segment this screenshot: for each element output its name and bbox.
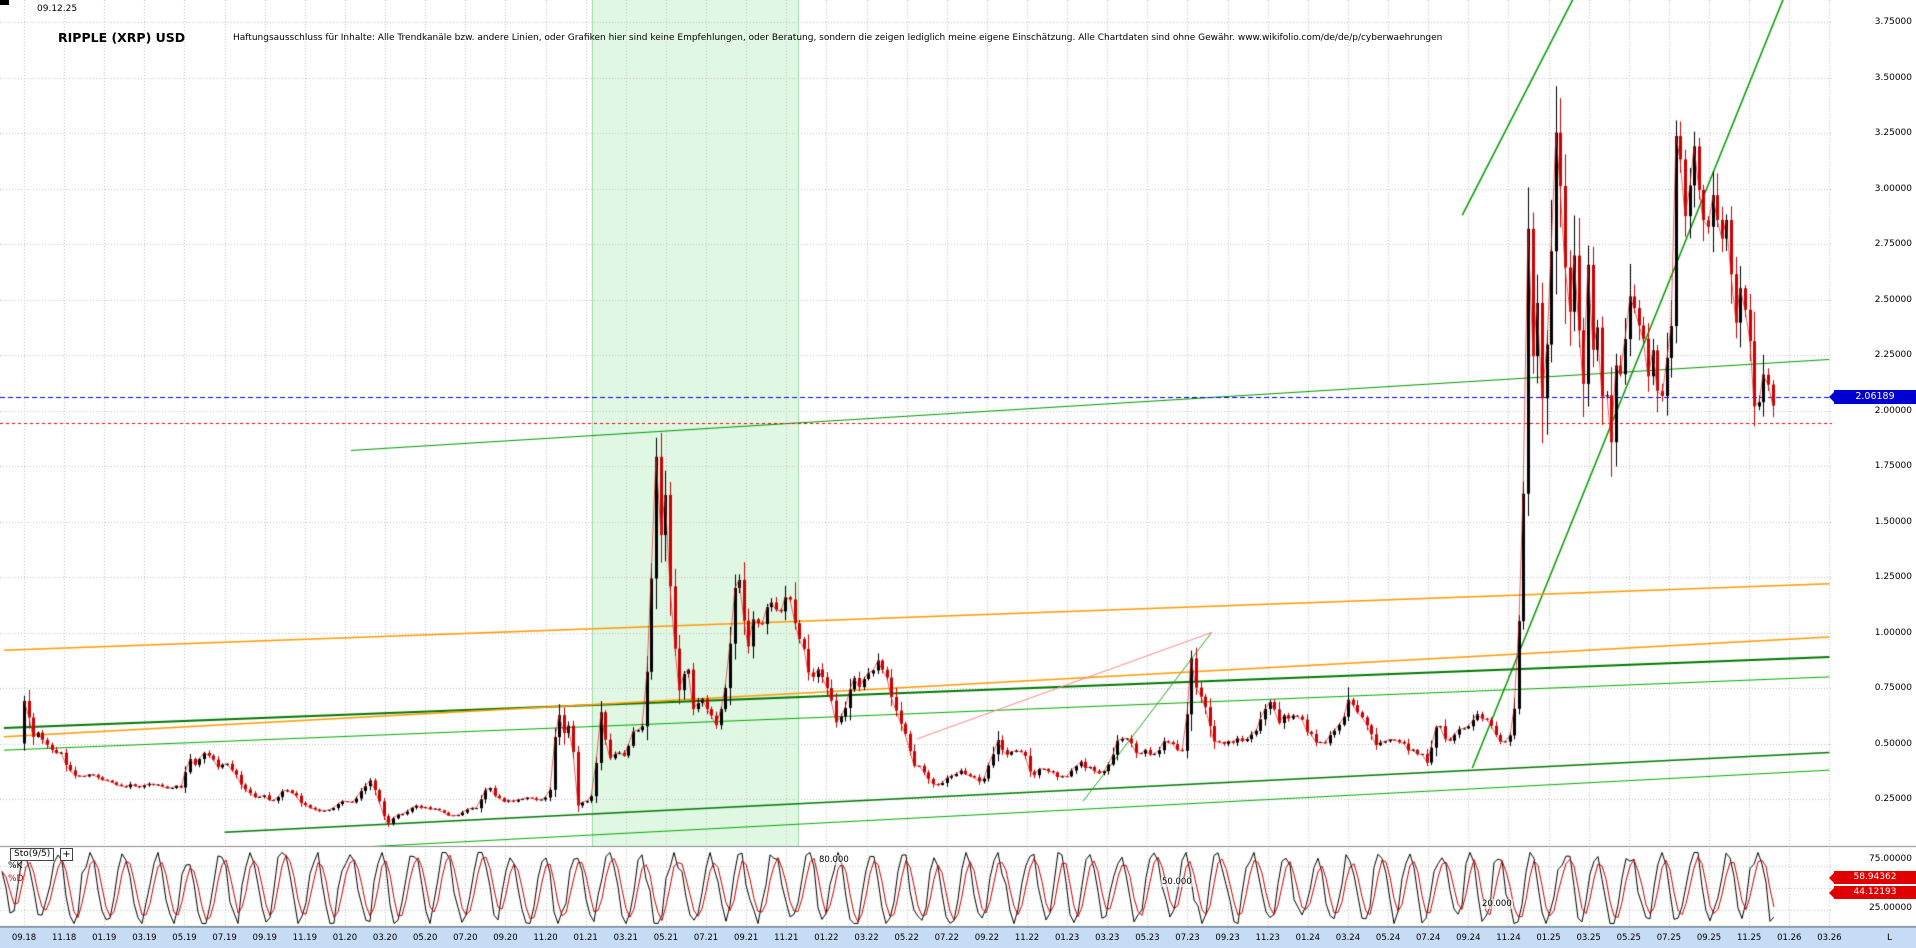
bottom-right-label: L xyxy=(1886,933,1892,943)
price-axis[interactable]: 3.75000 3.50000 3.25000 3.00000 2.75000 2.500… xyxy=(1832,0,1916,927)
indicator-label[interactable]: Sto(9/5) xyxy=(10,848,55,861)
price-axis-label: 3.75000 xyxy=(1874,17,1912,27)
price-axis-label: 3.25000 xyxy=(1874,128,1912,138)
price-axis-label: 2.00000 xyxy=(1874,405,1912,416)
time-axis-label: 09.23 xyxy=(1215,933,1240,943)
time-axis-label: 03.25 xyxy=(1576,933,1601,943)
time-axis-label: 01.20 xyxy=(332,933,358,943)
time-axis-label: 07.20 xyxy=(453,933,478,943)
time-axis-label: 03.23 xyxy=(1095,933,1120,943)
time-axis-label: 11.24 xyxy=(1496,933,1521,943)
time-axis-label: 07.22 xyxy=(934,933,959,943)
time-axis-label: 07.23 xyxy=(1175,933,1200,943)
price-axis-label: 1.25000 xyxy=(1874,572,1912,582)
time-axis-label: 01.23 xyxy=(1054,933,1080,943)
price-axis-label: 1.00000 xyxy=(1874,627,1912,638)
time-axis-label: 03.26 xyxy=(1817,933,1842,943)
stochastic-d-value-badge: 44.12193 xyxy=(1829,886,1916,899)
stochastic-axis-label-25: 25.00000 xyxy=(1869,903,1912,913)
price-axis-label: 2.25000 xyxy=(1874,350,1912,360)
time-axis-label: 05.23 xyxy=(1135,933,1160,943)
time-axis-label: 11.23 xyxy=(1255,933,1280,943)
price-axis-label: 2.50000 xyxy=(1874,294,1912,305)
time-axis-label: 05.22 xyxy=(894,933,919,943)
price-axis-label: 1.50000 xyxy=(1874,516,1912,527)
time-axis-label: 01.24 xyxy=(1295,933,1320,943)
time-axis-label: 01.22 xyxy=(814,933,839,943)
time-axis-label: 03.19 xyxy=(132,933,157,943)
stochastic-level-label: 50.000 xyxy=(1161,877,1193,887)
price-axis-label: 1.75000 xyxy=(1874,461,1912,471)
time-axis-label: 11.19 xyxy=(292,933,317,943)
time-axis-label: 09.18 xyxy=(11,933,37,943)
chart-title: RIPPLE (XRP) USD xyxy=(58,30,186,45)
time-axis-label: 01.25 xyxy=(1536,933,1561,943)
time-axis-label: 03.24 xyxy=(1335,933,1361,943)
time-axis-label: 01.19 xyxy=(92,933,117,943)
time-axis-label: 11.22 xyxy=(1014,933,1040,943)
time-axis-label: 07.25 xyxy=(1656,933,1682,943)
time-axis-label: 09.22 xyxy=(974,933,1000,943)
time-axis-label: 07.19 xyxy=(212,933,237,943)
time-axis-label: 01.26 xyxy=(1777,933,1802,943)
time-axis-label: 07.21 xyxy=(693,933,719,943)
time-axis-label: 09.21 xyxy=(733,933,759,943)
stochastic-d-label: %D xyxy=(8,874,24,884)
price-axis-label: 3.00000 xyxy=(1874,183,1912,194)
time-axis-label: 11.25 xyxy=(1736,933,1762,943)
stochastic-level-label: 80.000 xyxy=(818,854,850,865)
stochastic-k-label: %K xyxy=(8,861,23,871)
chart-date: 09.12.25 xyxy=(37,4,78,14)
time-axis-label: 11.18 xyxy=(51,933,77,943)
time-axis-label: 05.25 xyxy=(1616,933,1641,943)
time-axis-label: 09.24 xyxy=(1456,933,1481,943)
time-axis-label: 03.20 xyxy=(372,933,398,943)
time-axis-label: 07.24 xyxy=(1416,933,1441,943)
time-axis-label: 01.21 xyxy=(573,933,598,943)
indicator-add-button[interactable]: + xyxy=(60,848,73,861)
stochastic-axis-label-75: 75.00000 xyxy=(1869,854,1912,864)
time-axis-label: 03.21 xyxy=(613,933,638,943)
corner-mark xyxy=(0,0,9,5)
disclaimer-text: Haftungsausschluss für Inhalte: Alle Tre… xyxy=(233,33,1443,43)
time-axis-label: 03.22 xyxy=(854,933,879,943)
price-axis-label: 3.50000 xyxy=(1874,72,1912,83)
time-axis-label: 05.20 xyxy=(413,933,438,943)
price-axis-label: 0.75000 xyxy=(1874,683,1912,693)
time-axis-label: 05.24 xyxy=(1375,933,1401,943)
price-axis-label: 0.50000 xyxy=(1874,738,1912,749)
price-axis-label: 2.75000 xyxy=(1874,239,1912,249)
time-axis[interactable]: L 09.18 11.18 01.19 03.19 05.19 07.19 09.19 11.… xyxy=(0,927,1916,948)
stochastic-level-label: 20.000 xyxy=(1481,899,1513,910)
time-axis-label: 11.20 xyxy=(533,933,558,943)
time-axis-label: 05.21 xyxy=(653,933,679,943)
time-axis-label: 09.25 xyxy=(1696,933,1722,943)
time-axis-label: 09.19 xyxy=(252,933,277,943)
time-axis-label: 09.20 xyxy=(493,933,518,943)
time-axis-label: 05.19 xyxy=(172,933,197,943)
price-axis-label: 0.25000 xyxy=(1874,794,1912,804)
current-price-badge: 2.06189 xyxy=(1829,390,1916,404)
time-axis-label: 11.21 xyxy=(774,933,799,943)
stochastic-k-value-badge: 58.94362 xyxy=(1829,871,1916,884)
